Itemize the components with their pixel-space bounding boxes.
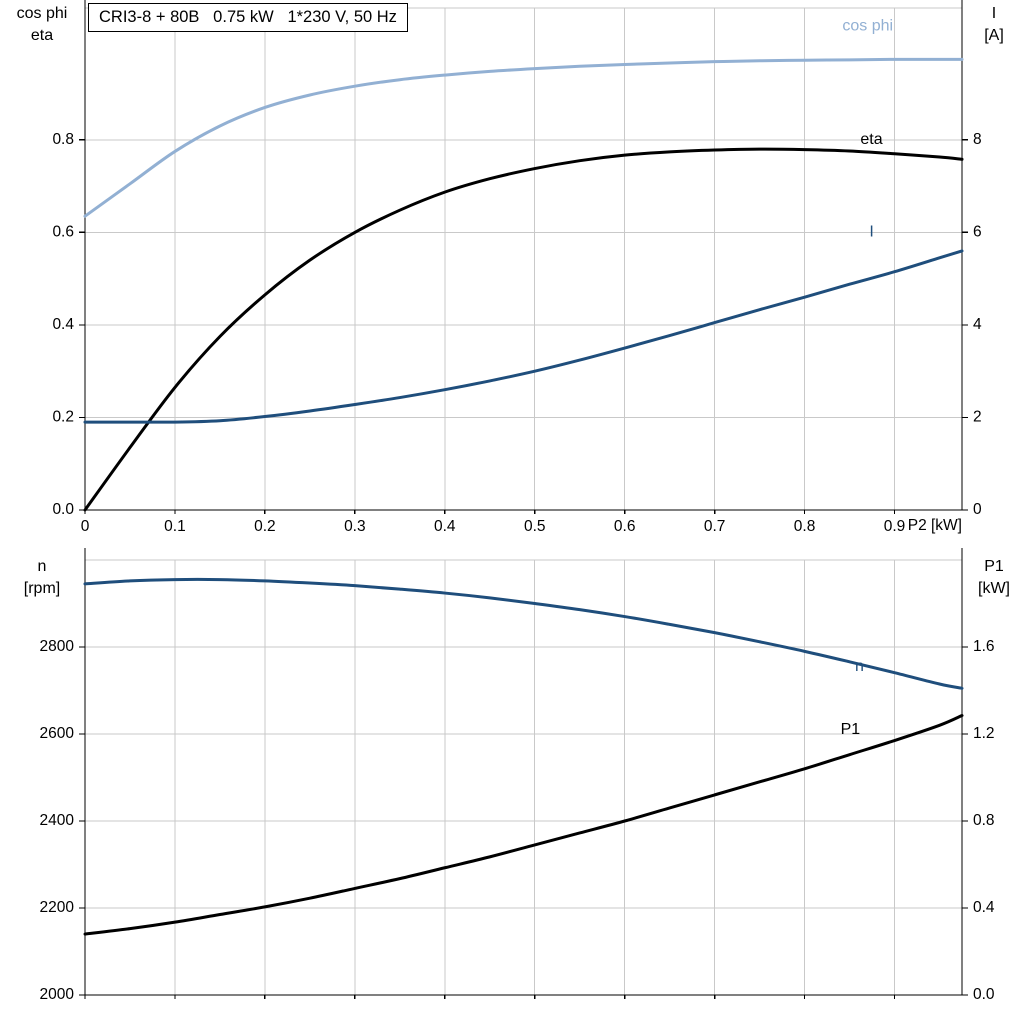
svg-text:0.8: 0.8 <box>794 518 816 535</box>
gridlines <box>85 559 962 995</box>
series-eta <box>83 147 964 512</box>
series-I <box>83 249 964 424</box>
svg-text:2600: 2600 <box>40 725 75 742</box>
svg-text:2000: 2000 <box>40 986 75 1003</box>
svg-text:8: 8 <box>973 131 982 148</box>
axis-title-line: [rpm] <box>23 580 61 597</box>
svg-text:0.6: 0.6 <box>52 223 74 240</box>
series-P1 <box>83 714 964 936</box>
series-label-cos-phi: cos phi <box>842 18 893 35</box>
svg-text:0.4: 0.4 <box>52 316 74 333</box>
axis-title-line: [A] <box>984 27 1004 44</box>
svg-text:1.6: 1.6 <box>973 638 995 655</box>
x-axis-unit-label: P2 [kW] <box>907 517 962 534</box>
svg-text:0.0: 0.0 <box>52 501 74 518</box>
bottom-left-axis-title: n [rpm] <box>2 556 82 600</box>
svg-text:0.6: 0.6 <box>614 518 636 535</box>
axes <box>79 548 968 999</box>
svg-text:0.2: 0.2 <box>254 518 276 535</box>
svg-text:1.2: 1.2 <box>973 725 995 742</box>
svg-text:4: 4 <box>973 316 982 333</box>
chart-0: 0.0 0.2 0.4 0.6 0.8 0 2 4 6 8 0 0.1 0.2 0.3 0.4 0.5 0.6 0… <box>52 0 982 535</box>
svg-text:0.8: 0.8 <box>973 812 995 829</box>
svg-text:0.9: 0.9 <box>884 518 906 535</box>
svg-text:0.0: 0.0 <box>973 986 995 1003</box>
chart-1: 2000 2200 2400 2600 2800 0.0 0.4 0.8 1.2 1.6 n P1 <box>40 548 995 1003</box>
svg-text:0: 0 <box>973 501 982 518</box>
axis-title-line: P1 <box>984 558 1004 575</box>
svg-text:0.5: 0.5 <box>524 518 546 535</box>
svg-text:0.7: 0.7 <box>704 518 726 535</box>
axis-title-line: eta <box>30 27 54 44</box>
bottom-right-axis-title: P1 [kW] <box>966 556 1022 600</box>
svg-text:0: 0 <box>81 518 90 535</box>
axis-title-line: n <box>37 558 47 575</box>
top-right-axis-title: I [A] <box>966 3 1022 47</box>
series-label-eta: eta <box>860 131 882 148</box>
svg-text:0.3: 0.3 <box>344 518 366 535</box>
series-n <box>83 577 964 690</box>
gridlines <box>85 7 962 510</box>
svg-text:2: 2 <box>973 409 982 426</box>
axis-title-line: [kW] <box>978 580 1010 597</box>
series-label-n: n <box>855 658 864 675</box>
top-left-axis-title: cos phi eta <box>2 3 82 47</box>
axis-title-line: cos phi <box>16 5 68 22</box>
svg-text:0.4: 0.4 <box>973 899 995 916</box>
axis-title-line: I <box>991 5 997 22</box>
svg-text:0.4: 0.4 <box>434 518 456 535</box>
svg-text:2800: 2800 <box>40 638 75 655</box>
axes <box>79 0 968 514</box>
svg-text:0.2: 0.2 <box>52 409 74 426</box>
svg-text:0.8: 0.8 <box>52 131 74 148</box>
chart-title-box: CRI3-8 + 80B 0.75 kW 1*230 V, 50 Hz <box>88 3 408 32</box>
series-label-P1: P1 <box>841 721 861 738</box>
svg-text:0.1: 0.1 <box>164 518 186 535</box>
series-label-I: I <box>869 224 873 241</box>
svg-text:6: 6 <box>973 223 982 240</box>
series-cos-phi <box>83 57 964 218</box>
svg-text:2400: 2400 <box>40 812 75 829</box>
svg-text:2200: 2200 <box>40 899 75 916</box>
